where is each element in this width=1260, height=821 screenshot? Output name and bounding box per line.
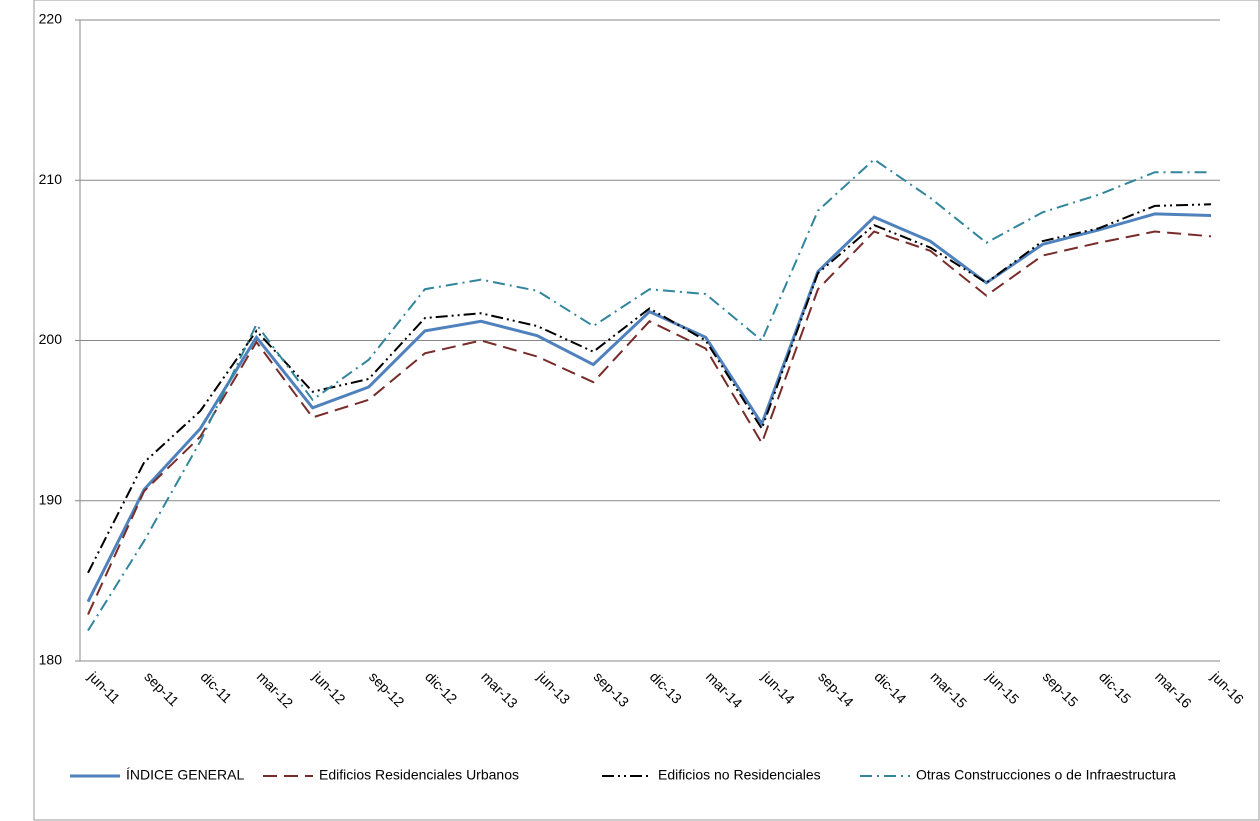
x-tick-label: mar-13 <box>478 668 521 711</box>
x-tick-label: dic-13 <box>647 668 685 706</box>
x-tick-label: mar-16 <box>1152 668 1195 711</box>
x-tick-label: mar-12 <box>254 668 297 711</box>
legend-label: Otras Construcciones o de Infraestructur… <box>916 767 1176 783</box>
x-tick-label: jun-11 <box>85 668 124 707</box>
y-tick-label: 220 <box>39 11 63 27</box>
x-tick-label: jun-12 <box>309 668 349 708</box>
y-tick-label: 180 <box>39 652 63 668</box>
x-tick-label: jun-14 <box>758 668 798 708</box>
x-tick-label: sep-15 <box>1040 668 1082 710</box>
x-tick-label: dic-12 <box>422 668 460 706</box>
series-line <box>87 158 1211 632</box>
chart-frame <box>33 0 1260 821</box>
y-tick-label: 210 <box>39 171 63 187</box>
x-tick-label: sep-11 <box>141 668 182 709</box>
legend-label: ÍNDICE GENERAL <box>126 767 244 783</box>
x-tick-label: jun-15 <box>983 668 1023 708</box>
series-line <box>87 203 1212 574</box>
x-tick-label: dic-14 <box>871 668 909 706</box>
legend-label: Edificios no Residenciales <box>658 767 821 783</box>
x-tick-label: jun-16 <box>1208 668 1248 708</box>
x-tick-label: mar-14 <box>703 668 746 711</box>
y-tick-label: 190 <box>39 491 63 507</box>
legend-label: Edificios Residenciales Urbanos <box>319 767 519 783</box>
x-tick-label: sep-14 <box>815 668 857 710</box>
x-tick-label: dic-11 <box>198 668 236 706</box>
series-line <box>87 230 1212 615</box>
series-line <box>86 212 1212 603</box>
x-tick-label: mar-15 <box>928 668 971 711</box>
x-tick-label: sep-13 <box>591 668 633 710</box>
y-tick-label: 200 <box>39 331 63 347</box>
x-tick-label: sep-12 <box>366 668 408 710</box>
x-tick-label: jun-13 <box>534 668 574 708</box>
x-tick-label: dic-15 <box>1096 668 1134 706</box>
